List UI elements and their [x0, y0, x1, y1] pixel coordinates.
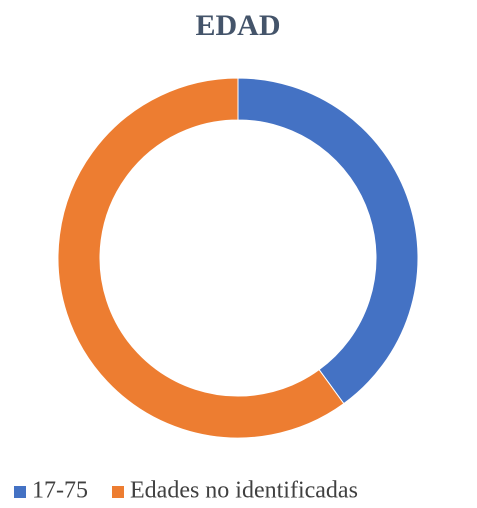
legend-label: Edades no identificadas: [130, 478, 358, 504]
legend-swatch: [112, 486, 124, 498]
donut-slice: [237, 77, 419, 405]
chart-title: EDAD: [195, 9, 280, 42]
legend-label: 17-75: [32, 478, 88, 504]
donut-slice: [57, 77, 345, 439]
legend-swatch: [14, 486, 26, 498]
